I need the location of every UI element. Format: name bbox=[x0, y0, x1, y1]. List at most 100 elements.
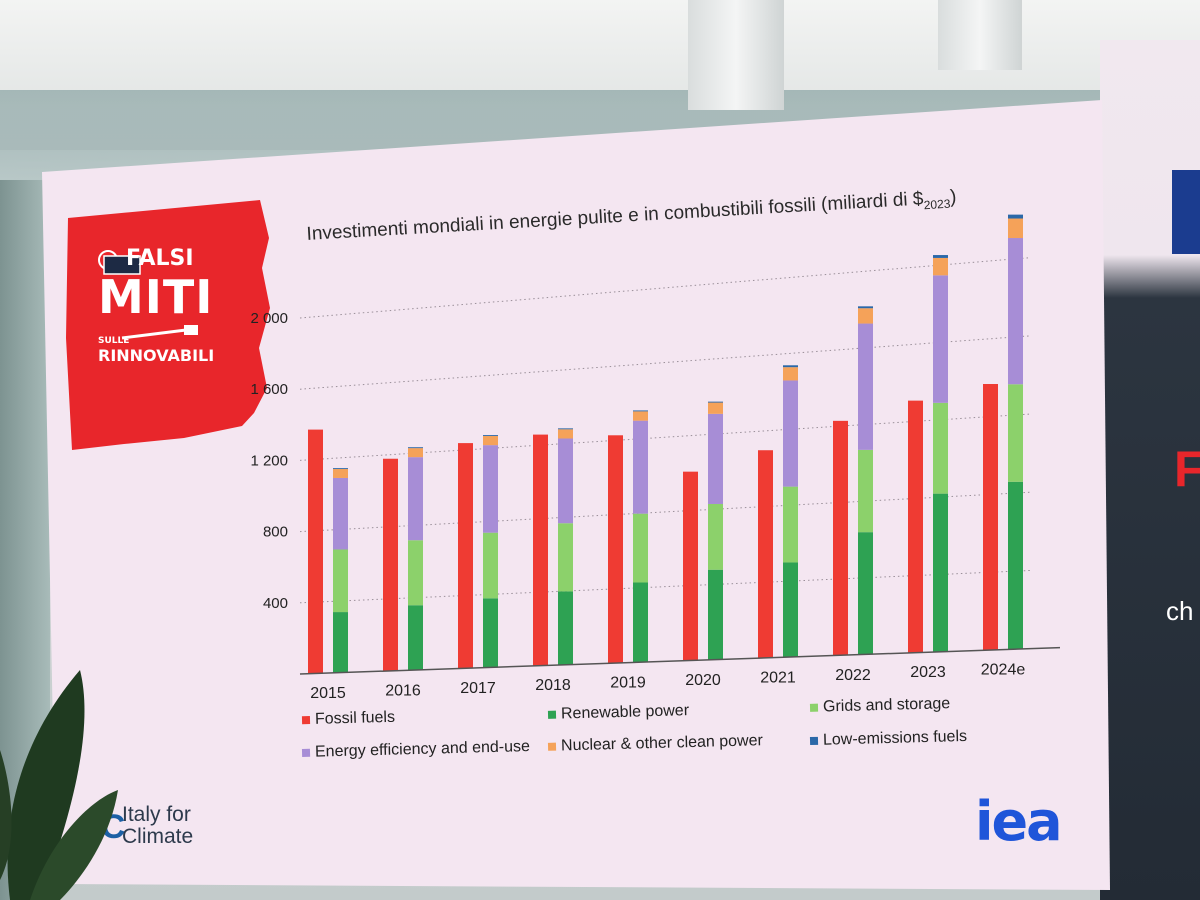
bar-segment-energy-efficiency-and-end-use bbox=[858, 323, 873, 450]
bar-fossil-fuels bbox=[833, 420, 848, 656]
bar-segment-low-emissions-fuels bbox=[783, 365, 798, 368]
legend-label: Low-emissions fuels bbox=[822, 727, 968, 749]
logo-line: Italy for bbox=[122, 803, 191, 826]
bar-fossil-fuels bbox=[983, 384, 998, 651]
bar-segment-energy-efficiency-and-end-use bbox=[633, 420, 648, 514]
legend-swatch bbox=[809, 703, 819, 712]
bar-segment-low-emissions-fuels bbox=[333, 468, 348, 470]
bar-segment-renewable-power bbox=[783, 562, 798, 658]
badge-line-miti: MITI bbox=[98, 270, 214, 324]
bar-segment-grids-and-storage bbox=[333, 549, 348, 613]
bar-segment-low-emissions-fuels bbox=[558, 428, 573, 430]
pillar bbox=[938, 0, 1022, 70]
legend-swatch bbox=[301, 715, 311, 724]
bar-segment-grids-and-storage bbox=[558, 523, 573, 592]
gridline bbox=[299, 335, 1031, 390]
legend-item: Grids and storage bbox=[809, 695, 951, 717]
bar-segment-low-emissions-fuels bbox=[483, 435, 498, 437]
bar-segment-renewable-power bbox=[633, 582, 648, 663]
bar-segment-nuclear-other-clean-power bbox=[633, 411, 648, 421]
solar-panel-icon bbox=[103, 255, 141, 275]
bar-segment-nuclear-other-clean-power bbox=[333, 469, 348, 478]
x-tick-label: 2022 bbox=[835, 667, 871, 684]
right-panel-letter: F bbox=[1174, 441, 1200, 497]
x-tick-label: 2023 bbox=[910, 664, 946, 681]
x-tick-label: 2019 bbox=[610, 675, 646, 692]
right-panel-text: ch bbox=[1166, 596, 1194, 626]
bar-segment-nuclear-other-clean-power bbox=[408, 448, 423, 458]
y-tick-label: 2 000 bbox=[250, 310, 288, 327]
legend-swatch bbox=[547, 710, 557, 719]
bar-segment-nuclear-other-clean-power bbox=[783, 367, 798, 381]
bar-segment-energy-efficiency-and-end-use bbox=[1008, 238, 1023, 385]
legend-item: Fossil fuels bbox=[301, 708, 396, 729]
bar-segment-grids-and-storage bbox=[408, 540, 423, 606]
bar-segment-nuclear-other-clean-power bbox=[1008, 218, 1023, 239]
x-tick-label: 2018 bbox=[535, 677, 571, 694]
bar-fossil-fuels bbox=[383, 458, 398, 672]
bar-segment-nuclear-other-clean-power bbox=[933, 257, 948, 276]
plug-icon bbox=[184, 325, 198, 335]
bar-segment-low-emissions-fuels bbox=[858, 306, 873, 309]
pillar bbox=[688, 0, 784, 110]
logo-line: Climate bbox=[122, 825, 194, 848]
x-tick-label: 2017 bbox=[460, 680, 496, 697]
x-tick-label: 2024e bbox=[981, 662, 1026, 679]
badge-line-rinnovabili: RINNOVABILI bbox=[98, 346, 215, 365]
bar-segment-renewable-power bbox=[933, 493, 948, 653]
legend-label: Fossil fuels bbox=[314, 708, 396, 728]
legend-label: Renewable power bbox=[560, 702, 690, 723]
bar-segment-renewable-power bbox=[483, 598, 498, 668]
bar-segment-low-emissions-fuels bbox=[633, 410, 648, 412]
bar-segment-energy-efficiency-and-end-use bbox=[333, 477, 348, 550]
gridline bbox=[299, 257, 1031, 319]
bar-segment-nuclear-other-clean-power bbox=[483, 436, 498, 446]
x-tick-label: 2016 bbox=[385, 682, 421, 699]
bar-segment-nuclear-other-clean-power bbox=[708, 402, 723, 414]
bar-fossil-fuels bbox=[683, 471, 698, 661]
bar-segment-renewable-power bbox=[1008, 481, 1023, 650]
legend-label: Grids and storage bbox=[822, 695, 951, 716]
bar-segment-grids-and-storage bbox=[483, 532, 498, 599]
x-axis bbox=[299, 646, 1061, 675]
bar-segment-grids-and-storage bbox=[708, 503, 723, 570]
badge-line-sulle: SULLE bbox=[98, 336, 130, 346]
y-tick-label: 400 bbox=[263, 595, 288, 612]
bar-fossil-fuels bbox=[908, 400, 923, 653]
bar-segment-renewable-power bbox=[408, 605, 423, 671]
bar-segment-nuclear-other-clean-power bbox=[558, 429, 573, 439]
legend-swatch bbox=[301, 748, 311, 757]
x-tick-label: 2021 bbox=[760, 669, 796, 686]
bar-segment-grids-and-storage bbox=[633, 513, 648, 583]
right-panel-logo-fragment bbox=[1172, 170, 1200, 254]
plant-leaves bbox=[0, 670, 118, 900]
badge-line-falsi: FALSI bbox=[126, 246, 194, 271]
bar-segment-energy-efficiency-and-end-use bbox=[783, 380, 798, 487]
legend-item: Renewable power bbox=[547, 702, 690, 724]
bar-segment-energy-efficiency-and-end-use bbox=[408, 457, 423, 541]
plug-cable-icon bbox=[121, 328, 187, 340]
bar-segment-grids-and-storage bbox=[1008, 384, 1023, 482]
bar-fossil-fuels bbox=[758, 450, 773, 659]
bars bbox=[308, 214, 1023, 674]
legend-swatch bbox=[547, 742, 557, 751]
bar-segment-renewable-power bbox=[558, 591, 573, 666]
bar-segment-nuclear-other-clean-power bbox=[858, 308, 873, 324]
bar-fossil-fuels bbox=[458, 443, 473, 669]
bar-segment-low-emissions-fuels bbox=[933, 255, 948, 258]
y-tick-label: 800 bbox=[263, 524, 288, 541]
bar-segment-grids-and-storage bbox=[858, 449, 873, 533]
bar-segment-renewable-power bbox=[708, 569, 723, 660]
italy-for-climate-logo: Italy for Climate bbox=[122, 804, 193, 848]
bar-segment-low-emissions-fuels bbox=[708, 401, 723, 403]
bar-segment-energy-efficiency-and-end-use bbox=[558, 438, 573, 524]
y-tick-label: 1 200 bbox=[250, 452, 288, 469]
bar-segment-low-emissions-fuels bbox=[408, 447, 423, 449]
bar-segment-low-emissions-fuels bbox=[1008, 214, 1023, 219]
bar-fossil-fuels bbox=[608, 435, 623, 664]
falsi-miti-badge bbox=[66, 200, 270, 450]
bar-segment-grids-and-storage bbox=[933, 402, 948, 494]
x-tick-label: 2020 bbox=[685, 672, 721, 689]
bar-fossil-fuels bbox=[533, 434, 548, 666]
